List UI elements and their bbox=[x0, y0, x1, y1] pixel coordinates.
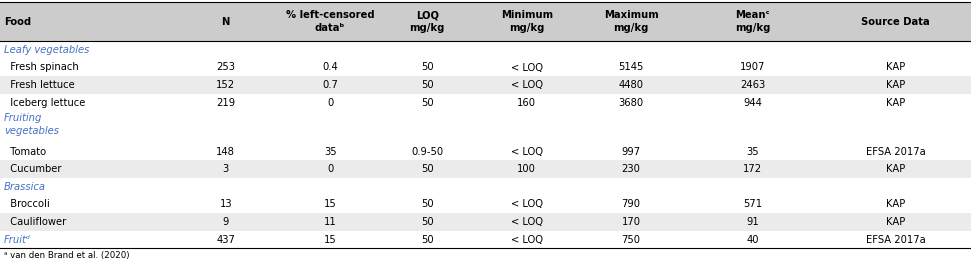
Text: 790: 790 bbox=[621, 199, 641, 209]
Text: % left-censored
dataᵇ: % left-censored dataᵇ bbox=[285, 10, 375, 33]
Text: < LOQ: < LOQ bbox=[511, 199, 543, 209]
Text: 13: 13 bbox=[219, 199, 232, 209]
Text: 253: 253 bbox=[217, 63, 235, 73]
Text: 230: 230 bbox=[621, 164, 641, 174]
Bar bbox=[0, 111, 971, 143]
Text: 571: 571 bbox=[743, 199, 762, 209]
Bar bbox=[0, 213, 971, 231]
Text: 0: 0 bbox=[327, 164, 333, 174]
Text: 4480: 4480 bbox=[619, 80, 644, 90]
Text: 9: 9 bbox=[222, 217, 229, 227]
Text: 15: 15 bbox=[323, 199, 337, 209]
Text: KAP: KAP bbox=[887, 63, 905, 73]
Text: 997: 997 bbox=[621, 147, 641, 157]
Text: < LOQ: < LOQ bbox=[511, 80, 543, 90]
Text: 750: 750 bbox=[621, 235, 641, 244]
Bar bbox=[0, 59, 971, 76]
Text: 50: 50 bbox=[420, 199, 434, 209]
Text: Fresh spinach: Fresh spinach bbox=[4, 63, 79, 73]
Text: 0.7: 0.7 bbox=[322, 80, 338, 90]
Text: Iceberg lettuce: Iceberg lettuce bbox=[4, 98, 85, 108]
Text: 170: 170 bbox=[621, 217, 641, 227]
Text: Broccoli: Broccoli bbox=[4, 199, 50, 209]
Text: 0: 0 bbox=[327, 98, 333, 108]
Text: KAP: KAP bbox=[887, 164, 905, 174]
Text: 3680: 3680 bbox=[619, 98, 644, 108]
Text: 160: 160 bbox=[518, 98, 536, 108]
Text: 1907: 1907 bbox=[740, 63, 765, 73]
Text: Leafy vegetables: Leafy vegetables bbox=[4, 45, 89, 55]
Text: 2463: 2463 bbox=[740, 80, 765, 90]
Text: Source Data: Source Data bbox=[861, 16, 930, 27]
Text: KAP: KAP bbox=[887, 199, 905, 209]
Text: Brassica: Brassica bbox=[4, 182, 46, 192]
Text: 0.4: 0.4 bbox=[322, 63, 338, 73]
Text: 0.9-50: 0.9-50 bbox=[411, 147, 444, 157]
Text: 11: 11 bbox=[323, 217, 337, 227]
Text: KAP: KAP bbox=[887, 80, 905, 90]
Text: LOQ
mg/kg: LOQ mg/kg bbox=[410, 10, 445, 33]
Bar bbox=[0, 41, 971, 59]
Text: Cauliflower: Cauliflower bbox=[4, 217, 66, 227]
Text: < LOQ: < LOQ bbox=[511, 147, 543, 157]
Text: Fruitᵈ: Fruitᵈ bbox=[4, 235, 31, 244]
Text: < LOQ: < LOQ bbox=[511, 217, 543, 227]
Text: 219: 219 bbox=[217, 98, 235, 108]
Bar bbox=[0, 2, 971, 41]
Text: 172: 172 bbox=[743, 164, 762, 174]
Text: EFSA 2017a: EFSA 2017a bbox=[866, 147, 925, 157]
Text: 148: 148 bbox=[217, 147, 235, 157]
Text: 50: 50 bbox=[420, 80, 434, 90]
Text: 50: 50 bbox=[420, 63, 434, 73]
Text: 15: 15 bbox=[323, 235, 337, 244]
Text: EFSA 2017a: EFSA 2017a bbox=[866, 235, 925, 244]
Text: 50: 50 bbox=[420, 217, 434, 227]
Text: Meanᶜ
mg/kg: Meanᶜ mg/kg bbox=[735, 10, 770, 33]
Text: 50: 50 bbox=[420, 235, 434, 244]
Text: < LOQ: < LOQ bbox=[511, 63, 543, 73]
Text: 35: 35 bbox=[323, 147, 337, 157]
Text: 5145: 5145 bbox=[619, 63, 644, 73]
Text: Fresh lettuce: Fresh lettuce bbox=[4, 80, 75, 90]
Text: N: N bbox=[221, 16, 230, 27]
Text: KAP: KAP bbox=[887, 98, 905, 108]
Text: 35: 35 bbox=[746, 147, 759, 157]
Text: 944: 944 bbox=[743, 98, 762, 108]
Bar bbox=[0, 196, 971, 213]
Text: Food: Food bbox=[4, 16, 31, 27]
Text: Minimum
mg/kg: Minimum mg/kg bbox=[501, 10, 552, 33]
Text: 40: 40 bbox=[747, 235, 758, 244]
Text: < LOQ: < LOQ bbox=[511, 235, 543, 244]
Text: 152: 152 bbox=[217, 80, 235, 90]
Text: Tomato: Tomato bbox=[4, 147, 47, 157]
Bar bbox=[0, 143, 971, 160]
Text: Fruiting
vegetables: Fruiting vegetables bbox=[4, 114, 59, 136]
Bar bbox=[0, 160, 971, 178]
Text: 437: 437 bbox=[217, 235, 235, 244]
Text: KAP: KAP bbox=[887, 217, 905, 227]
Text: 50: 50 bbox=[420, 98, 434, 108]
Text: 100: 100 bbox=[518, 164, 536, 174]
Bar bbox=[0, 178, 971, 196]
Bar bbox=[0, 76, 971, 94]
Bar bbox=[0, 231, 971, 248]
Text: 50: 50 bbox=[420, 164, 434, 174]
Text: Cucumber: Cucumber bbox=[4, 164, 61, 174]
Text: ᵃ van den Brand et al. (2020): ᵃ van den Brand et al. (2020) bbox=[4, 251, 129, 260]
Text: Maximum
mg/kg: Maximum mg/kg bbox=[604, 10, 658, 33]
Text: 91: 91 bbox=[746, 217, 759, 227]
Bar bbox=[0, 94, 971, 111]
Text: 3: 3 bbox=[222, 164, 229, 174]
